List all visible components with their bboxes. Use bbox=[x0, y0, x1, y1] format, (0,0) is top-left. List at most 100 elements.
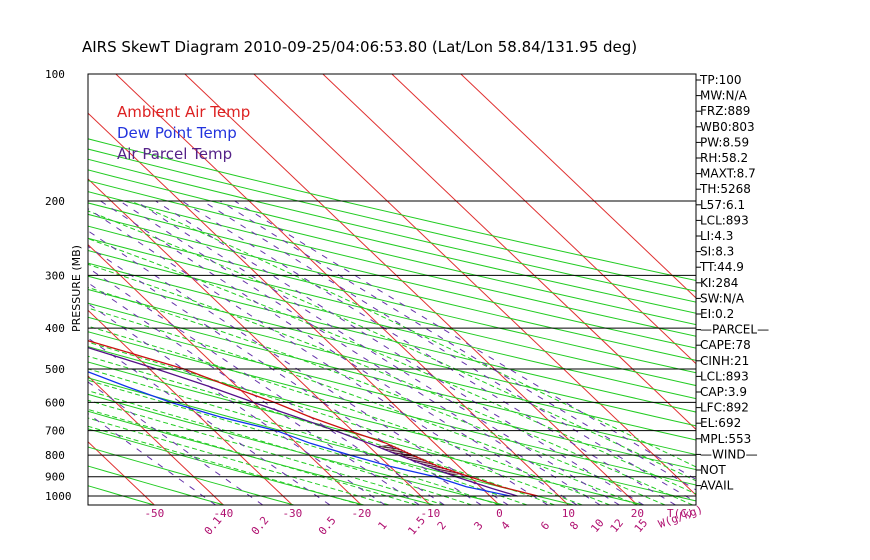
index-value: CAPE:78 bbox=[700, 338, 751, 352]
isobars bbox=[88, 200, 696, 497]
mixing-ratio-line bbox=[202, 200, 696, 503]
dry-adiabat bbox=[0, 74, 14, 505]
dry-adiabat bbox=[88, 213, 696, 361]
bottom-temp-tick-label: 10 bbox=[562, 507, 575, 520]
mixing-ratio-label: 8 bbox=[567, 519, 581, 532]
moist-adiabat bbox=[88, 399, 445, 505]
dry-adiabat bbox=[88, 288, 696, 441]
pressure-tick-label: 400 bbox=[45, 322, 65, 335]
mixing-ratio-label: 6 bbox=[538, 519, 552, 532]
mixing-ratio-label: 1 bbox=[375, 519, 389, 532]
mixing-ratio-line bbox=[88, 230, 509, 505]
index-value: MPL:553 bbox=[700, 432, 751, 446]
bottom-temperature-ticks: -50 -40 -30 -20 -10 0 10 20 bbox=[144, 507, 644, 520]
index-value: MAXT:8.7 bbox=[700, 167, 756, 181]
temperature-line bbox=[88, 340, 539, 497]
pressure-tick-label: 100 bbox=[45, 68, 65, 81]
dry-adiabat bbox=[88, 393, 504, 505]
moist-adiabat bbox=[88, 325, 610, 505]
dry-adiabat bbox=[88, 275, 696, 427]
isotherm bbox=[88, 375, 224, 505]
index-value: RH:58.2 bbox=[700, 151, 748, 165]
dry-adiabat bbox=[88, 346, 696, 502]
moist-adiabat bbox=[130, 200, 696, 468]
index-value: LI:4.3 bbox=[700, 229, 733, 243]
dry-adiabat bbox=[88, 249, 696, 400]
mixing-ratio-label: 12 bbox=[608, 516, 626, 535]
index-value: SI:8.3 bbox=[700, 245, 734, 259]
isotherm bbox=[88, 243, 362, 505]
plot-frame bbox=[87, 73, 697, 506]
index-value: CINH:21 bbox=[700, 354, 749, 368]
index-value: EL:692 bbox=[700, 416, 741, 430]
legend: Ambient Air Temp Dew Point Temp Air Parcel… bbox=[117, 103, 250, 163]
bottom-temp-tick-label: 0 bbox=[496, 507, 503, 520]
index-value: EI:0.2 bbox=[700, 307, 734, 321]
pressure-tick-label: 1000 bbox=[45, 490, 72, 503]
mixing-ratio-line bbox=[88, 208, 549, 505]
isotherm bbox=[88, 309, 293, 505]
isotherm bbox=[253, 74, 696, 496]
legend-entry: Ambient Air Temp bbox=[117, 103, 250, 121]
bottom-temp-tick-label: -20 bbox=[351, 507, 371, 520]
chart-title: AIRS SkewT Diagram 2010-09-25/04:06:53.8… bbox=[82, 38, 637, 56]
mixing-ratio-line bbox=[234, 200, 696, 480]
moist-adiabat bbox=[88, 425, 362, 505]
mixing-ratio-line bbox=[88, 267, 445, 505]
moist-adiabat bbox=[88, 355, 555, 505]
mixing-ratio-label: 0.5 bbox=[316, 514, 339, 538]
dewpoint-line bbox=[88, 371, 511, 497]
dry-adiabat bbox=[88, 225, 696, 374]
index-value: NOT bbox=[700, 463, 726, 477]
dry-adiabat bbox=[88, 262, 696, 413]
moist-adiabat bbox=[88, 341, 583, 505]
pressure-tick-label: 500 bbox=[45, 363, 65, 376]
pressure-tick-label: 700 bbox=[45, 425, 65, 438]
moist-adiabat bbox=[88, 210, 696, 482]
legend-entry: Air Parcel Temp bbox=[117, 145, 232, 163]
temperature-axis-label: T(C) bbox=[667, 507, 694, 520]
dry-adiabat bbox=[88, 428, 365, 505]
moist-adiabat bbox=[88, 286, 666, 505]
bottom-temp-tick-label: -40 bbox=[213, 507, 233, 520]
mixing-ratio-label: 3 bbox=[471, 519, 485, 532]
pressure-tick-label: 300 bbox=[45, 269, 65, 282]
bottom-temp-tick-label: -10 bbox=[420, 507, 440, 520]
pressure-tick-label: 600 bbox=[45, 396, 65, 409]
dry-adiabat bbox=[88, 237, 696, 387]
mixing-ratio-line bbox=[88, 302, 386, 505]
dry-adiabat bbox=[88, 138, 696, 282]
bottom-temp-tick-label: -30 bbox=[282, 507, 302, 520]
dry-adiabat bbox=[88, 410, 435, 505]
pressure-tick-label: 900 bbox=[45, 471, 65, 484]
mixing-ratio-label: 2 bbox=[435, 519, 449, 532]
pressure-tick-label: 800 bbox=[45, 449, 65, 462]
mixing-ratio-line bbox=[181, 200, 676, 505]
pressure-ticks: 100 200 300 400 500 600 700 800 900 1000 bbox=[45, 68, 72, 503]
mixing-ratio-line bbox=[100, 200, 578, 505]
mixing-ratio-label: 4 bbox=[499, 519, 513, 533]
moist-adiabat bbox=[88, 238, 696, 495]
dry-adiabat bbox=[88, 361, 644, 505]
index-value: SW:N/A bbox=[700, 291, 745, 305]
index-value: TP:100 bbox=[699, 73, 742, 87]
index-value: PW:8.59 bbox=[700, 135, 749, 149]
index-value: L57:6.1 bbox=[700, 198, 745, 212]
isotherm bbox=[460, 74, 696, 299]
moist-adiabat bbox=[88, 263, 693, 505]
index-value: TH:5268 bbox=[699, 182, 751, 196]
index-value: —WIND— bbox=[700, 447, 758, 461]
dry-adiabat bbox=[88, 148, 696, 292]
isotherm bbox=[184, 74, 638, 505]
moist-adiabat bbox=[88, 417, 390, 505]
index-value: KI:284 bbox=[700, 276, 738, 290]
thermo-grid bbox=[0, 74, 696, 505]
bottom-temp-tick-label: 20 bbox=[631, 507, 644, 520]
y-axis-label: PRESSURE (MB) bbox=[70, 245, 83, 332]
dry-adiabat bbox=[88, 446, 295, 505]
mixing-ratio-line bbox=[155, 200, 644, 505]
dry-adiabat bbox=[88, 180, 696, 326]
index-value: AVAIL bbox=[700, 479, 734, 493]
moist-adiabat bbox=[88, 390, 472, 505]
